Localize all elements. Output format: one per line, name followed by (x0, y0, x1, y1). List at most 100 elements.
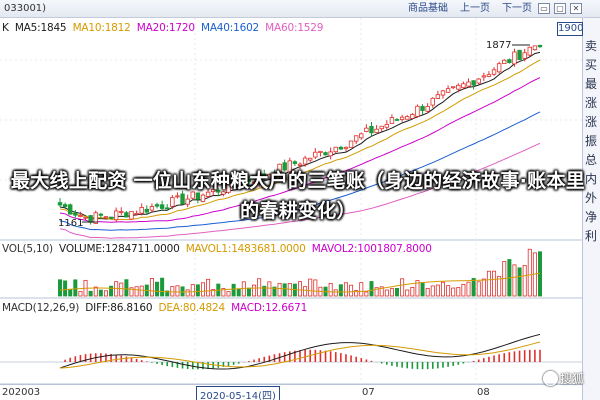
side-label-total: 总 (585, 153, 598, 167)
link-next-page[interactable]: 下一页 (502, 3, 532, 14)
kline-chart-panel[interactable] (0, 0, 583, 400)
volume-bar (206, 278, 211, 297)
volume-bar (180, 286, 185, 297)
ma-legend: K MA5:1845 MA10:1812 MA20:1720 MA40:1602… (2, 22, 326, 34)
side-label-latest: 最 (585, 77, 598, 91)
volume-bar (354, 290, 359, 297)
candle-body (374, 128, 379, 133)
candle-body (62, 204, 68, 208)
side-label-change: 涨 (585, 96, 598, 110)
candle-body (522, 52, 527, 59)
candle-body (302, 157, 308, 165)
volume-bar (471, 278, 476, 297)
volume-bar (446, 285, 451, 297)
side-label-amplitude: 振 (585, 134, 598, 148)
volume-bar (200, 282, 205, 297)
candle-body (364, 127, 369, 132)
volume-bar (379, 286, 384, 297)
volume-bar (400, 278, 405, 297)
volume-bar (119, 282, 124, 297)
close-icon[interactable]: ✕ (570, 3, 582, 14)
toolbar-links: 商品基础 上一页 下一页 (408, 0, 532, 18)
candle-body (343, 146, 349, 150)
volume-bar (512, 264, 517, 297)
link-prev-page[interactable]: 上一页 (460, 3, 490, 14)
minimize-icon[interactable]: ▭ (538, 3, 550, 14)
volume-bar (430, 285, 435, 297)
volume-bar (78, 291, 83, 297)
volume-bar (68, 289, 73, 297)
maximize-icon[interactable]: ▢ (554, 3, 566, 14)
candle-body (180, 193, 185, 205)
candle-body (323, 152, 328, 156)
volume-bar (129, 287, 134, 297)
high-annotation: 1877 (486, 40, 511, 51)
volume-bar (175, 285, 180, 297)
candle-body (282, 162, 287, 171)
candle-body (287, 160, 292, 173)
candle-body (532, 45, 538, 51)
legend-vol: VOL(5,10) (2, 243, 53, 255)
volume-bar (425, 288, 430, 297)
date-label-current[interactable]: 2020-05-14(四) (196, 386, 280, 400)
volume-bar (492, 270, 497, 297)
candle-body (272, 173, 277, 176)
stock-code-tab[interactable]: 033001) (4, 3, 47, 14)
candle-body (445, 88, 451, 93)
volume-bar (88, 290, 93, 297)
volume-bar (522, 265, 527, 297)
watermark-text: 搜狐 (560, 372, 585, 386)
volume-bar (328, 283, 333, 297)
legend-ma10: MA10:1812 (72, 22, 131, 34)
candle-body (185, 198, 190, 205)
volume-bar (262, 285, 267, 297)
ma-lines (59, 51, 541, 239)
quote-side-panel (583, 0, 600, 400)
volume-bar (466, 281, 471, 297)
macd-legend: MACD(12,26,9) DIFF:86.8160 DEA:80.4824 M… (2, 302, 310, 314)
volume-bar (195, 284, 200, 297)
volume-bar (303, 286, 308, 297)
volume-bar (343, 282, 348, 297)
candle-body (348, 140, 354, 148)
volume-bar (93, 286, 98, 297)
candle-body (221, 191, 226, 195)
volume-bar (211, 289, 216, 297)
link-basic-info[interactable]: 商品基础 (408, 3, 448, 14)
candle-body (338, 146, 344, 150)
side-label-inner: 内 (585, 172, 598, 186)
candle-body (200, 194, 206, 202)
mavol-line (59, 272, 541, 293)
candle-body (57, 202, 63, 206)
volume-bar (103, 290, 108, 297)
candle-body (353, 135, 359, 142)
legend-macd-value: MACD:12.6671 (231, 302, 308, 314)
volume-bar (359, 282, 364, 297)
candle-body (236, 183, 241, 187)
watermark: 搜狐 (543, 370, 584, 387)
candle-body (73, 212, 78, 216)
volume-bar (165, 290, 170, 297)
candle-body (379, 125, 384, 130)
candle-body (410, 114, 415, 119)
candle-body (190, 191, 195, 199)
candle-body (231, 182, 236, 186)
volume-bar (267, 281, 272, 297)
volume-bars (58, 248, 543, 297)
candle-body (461, 83, 466, 89)
current-price-box: 1900 (557, 22, 584, 36)
candle-body (527, 46, 532, 56)
candle-body (108, 216, 114, 219)
candle-body (134, 212, 139, 215)
volume-bar (109, 285, 114, 297)
volume-bar (461, 283, 466, 297)
volume-bar (410, 287, 415, 297)
ma-line (59, 77, 541, 223)
candle-body (502, 59, 507, 64)
legend-diff: DIFF:86.8160 (85, 302, 153, 314)
date-axis: 202003 2020-05-14(四) 07 08 (0, 384, 583, 400)
candle-body (466, 81, 471, 87)
volume-bar (297, 281, 302, 297)
legend-mavol1: MAVOL1:1483681.0000 (185, 243, 306, 255)
volume-bar (333, 289, 338, 297)
